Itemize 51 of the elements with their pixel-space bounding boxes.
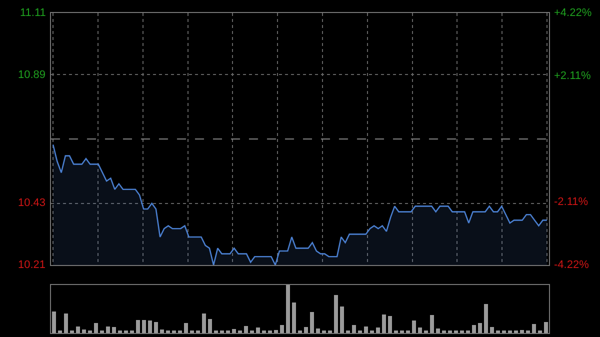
y2-tick-label: -4.22% — [554, 259, 590, 271]
y2-tick-label: -2.11% — [554, 196, 588, 208]
bar — [154, 322, 158, 333]
bar — [490, 327, 494, 333]
bar — [232, 329, 236, 333]
bar — [340, 306, 344, 333]
bar — [544, 322, 548, 333]
bar — [142, 320, 146, 333]
bar — [106, 326, 110, 333]
bar — [478, 322, 482, 333]
bar — [244, 326, 248, 333]
bar — [484, 304, 488, 333]
y-tick-label: 10.21 — [18, 259, 46, 271]
bar — [364, 326, 368, 333]
y-tick-label: 10.43 — [18, 197, 46, 209]
bar — [352, 324, 356, 333]
y2-tick-label: +4.22% — [554, 7, 592, 19]
bar — [412, 320, 416, 333]
bar — [316, 328, 320, 333]
bar — [208, 319, 212, 333]
y-tick-label: 10.89 — [18, 69, 46, 81]
bar — [148, 320, 152, 333]
bar — [388, 316, 392, 333]
bar — [160, 330, 164, 333]
bar — [280, 324, 284, 333]
bar — [382, 314, 386, 333]
bar — [436, 328, 440, 333]
bar — [376, 328, 380, 333]
bar — [532, 324, 536, 333]
bar — [64, 313, 68, 333]
bar — [304, 327, 308, 333]
bar — [136, 320, 140, 333]
bar — [82, 330, 86, 333]
bar — [202, 313, 206, 333]
bar — [292, 302, 296, 333]
bar — [472, 324, 476, 333]
bar — [520, 330, 524, 333]
bar — [52, 311, 56, 333]
y2-tick-label: +2.11% — [554, 70, 592, 82]
bar — [94, 322, 98, 333]
bar — [274, 330, 278, 333]
bar — [430, 315, 434, 333]
bar — [256, 328, 260, 333]
bar — [76, 326, 80, 333]
bar — [112, 327, 116, 333]
bar — [418, 328, 422, 333]
bar — [334, 295, 338, 333]
bar — [184, 322, 188, 333]
bar — [310, 312, 314, 333]
y-tick-label: 11.11 — [20, 7, 46, 19]
bar — [286, 285, 290, 333]
